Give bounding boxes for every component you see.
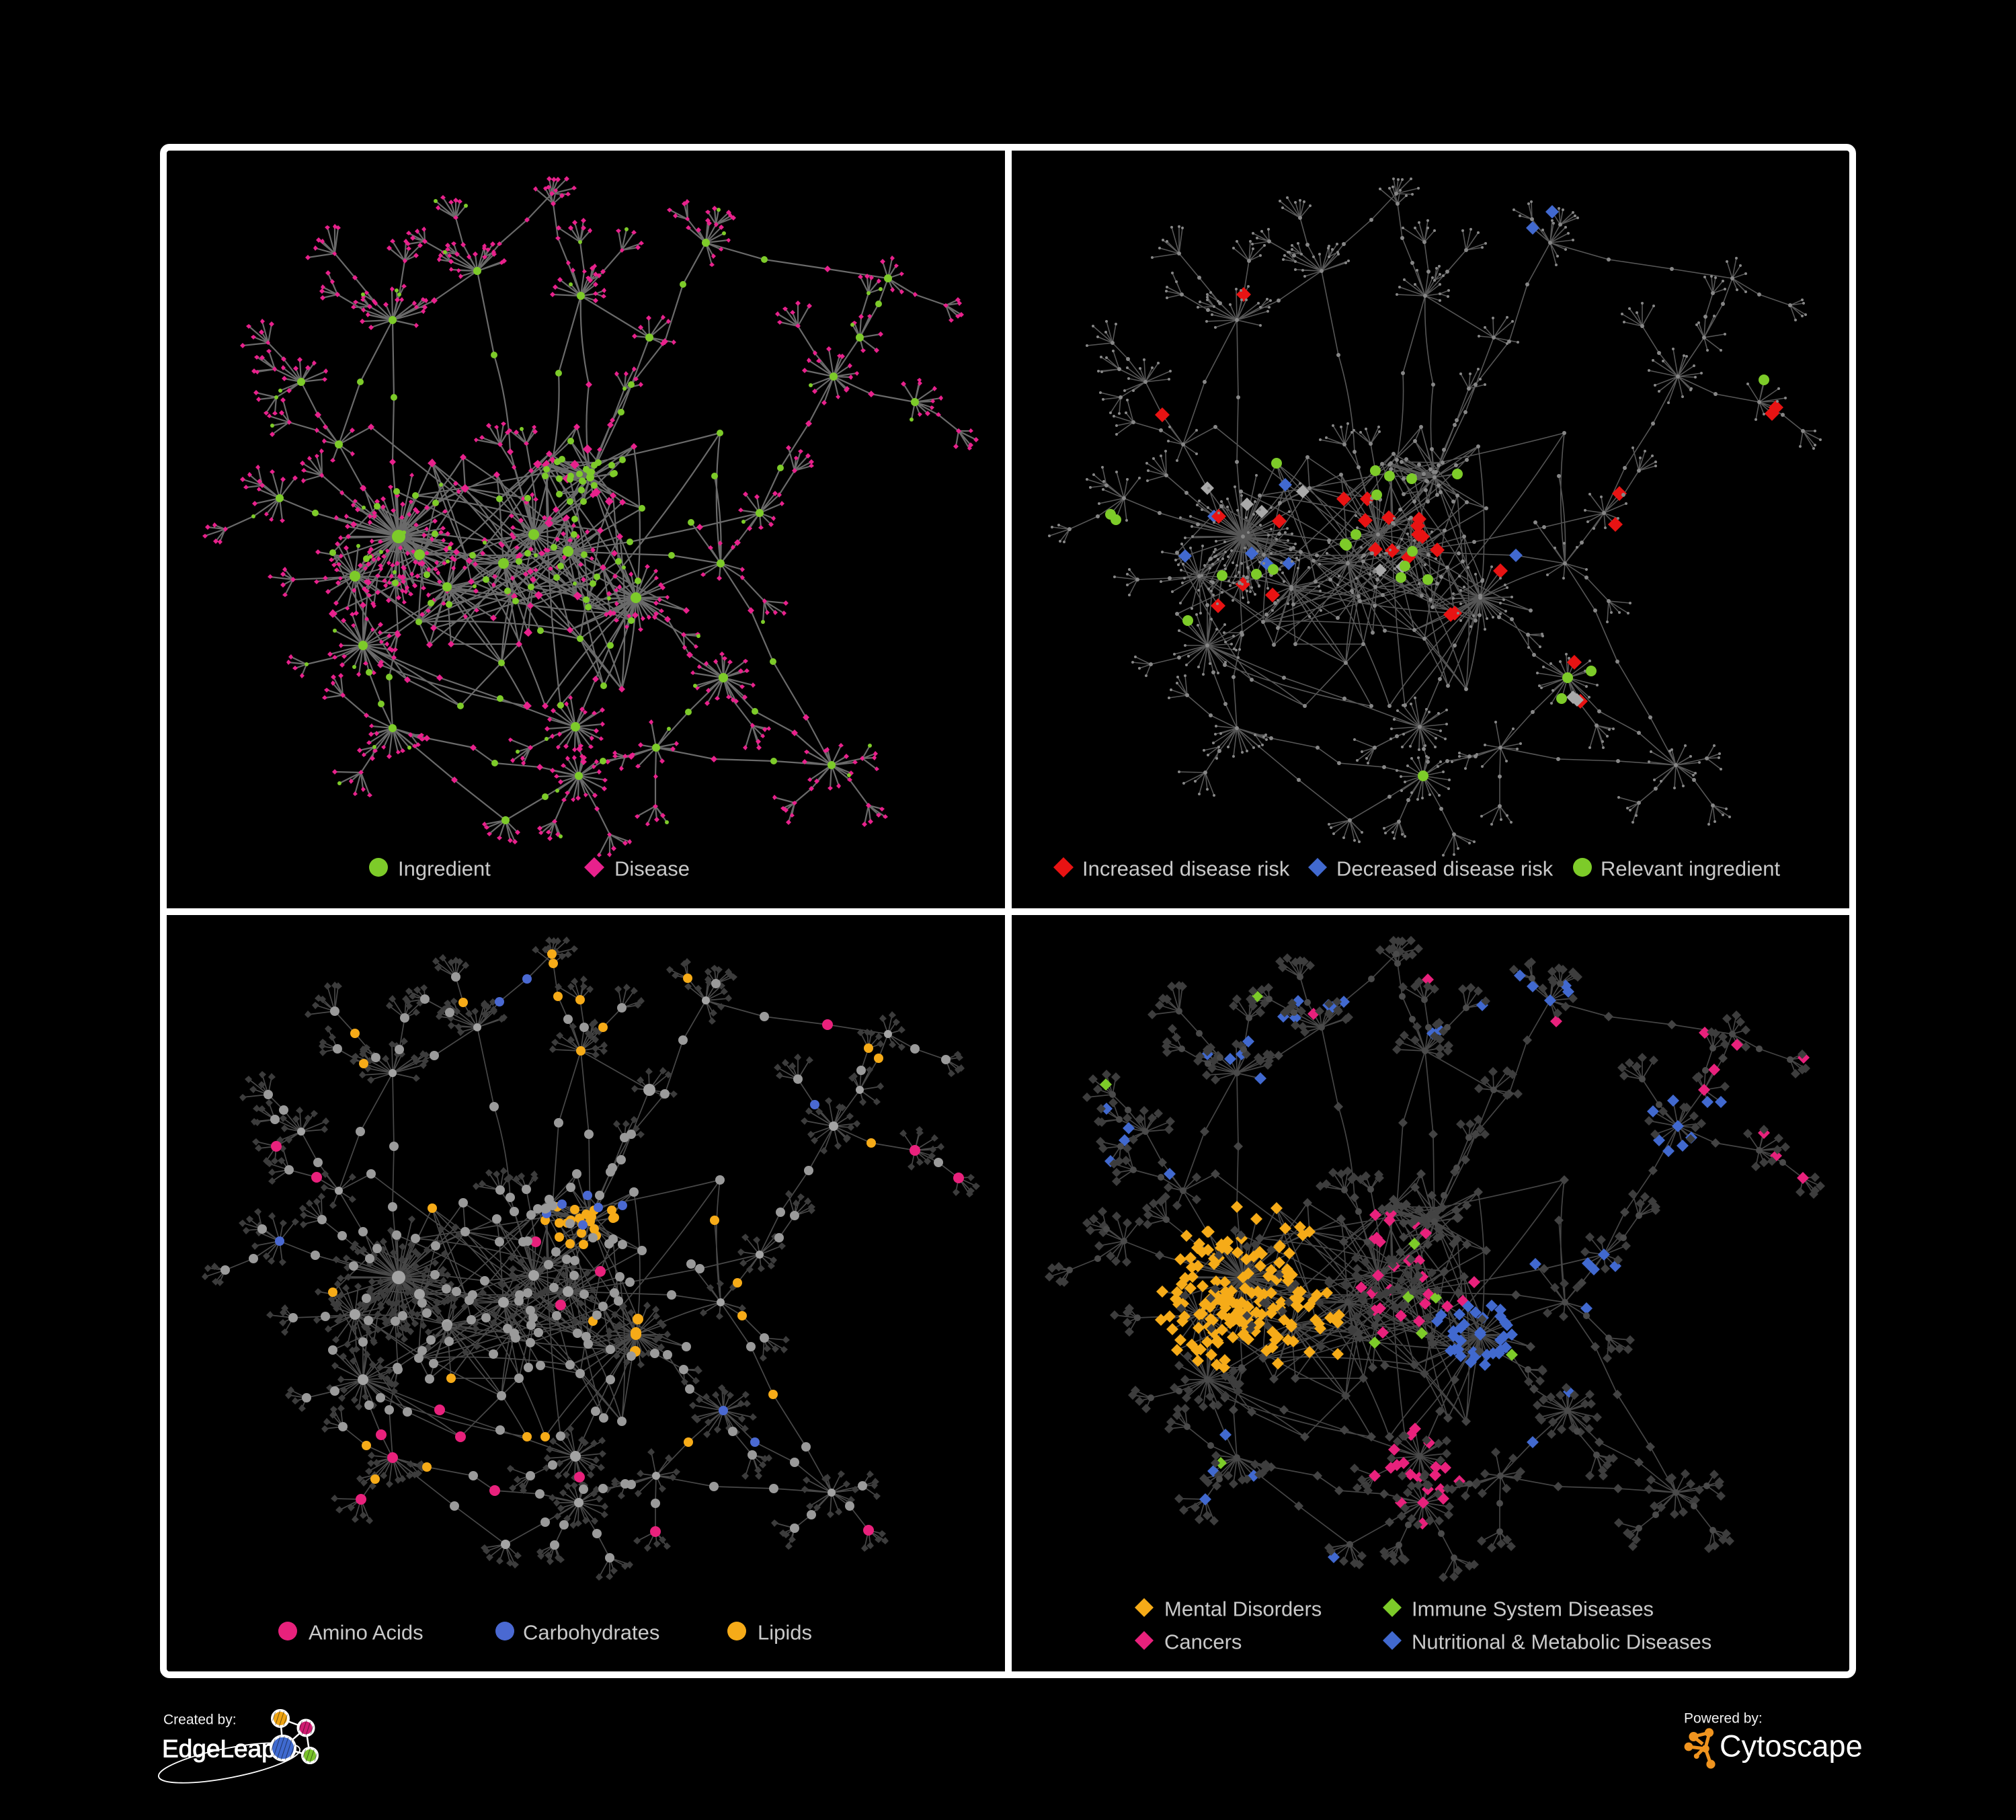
svg-text:Cancers: Cancers	[1164, 1630, 1242, 1654]
svg-text:EdgeLeap: EdgeLeap	[162, 1735, 276, 1763]
svg-text:Carbohydrates: Carbohydrates	[523, 1621, 659, 1645]
svg-text:Immune System Diseases: Immune System Diseases	[1412, 1597, 1654, 1621]
svg-text:Ingredient: Ingredient	[398, 857, 491, 881]
svg-text:Powered by:: Powered by:	[1684, 1711, 1763, 1727]
svg-text:Created by:: Created by:	[163, 1712, 237, 1728]
svg-text:Cytoscape: Cytoscape	[1720, 1729, 1863, 1764]
svg-text:Mental Disorders: Mental Disorders	[1164, 1597, 1322, 1621]
svg-text:Amino Acids: Amino Acids	[309, 1621, 424, 1645]
svg-text:Relevant ingredient: Relevant ingredient	[1601, 857, 1781, 881]
svg-text:Decreased disease risk: Decreased disease risk	[1336, 857, 1554, 881]
svg-text:Nutritional & Metabolic Diseas: Nutritional & Metabolic Diseases	[1412, 1630, 1711, 1654]
svg-text:Disease: Disease	[614, 857, 690, 881]
svg-text:Increased disease risk: Increased disease risk	[1082, 857, 1290, 881]
svg-text:Lipids: Lipids	[758, 1621, 812, 1645]
